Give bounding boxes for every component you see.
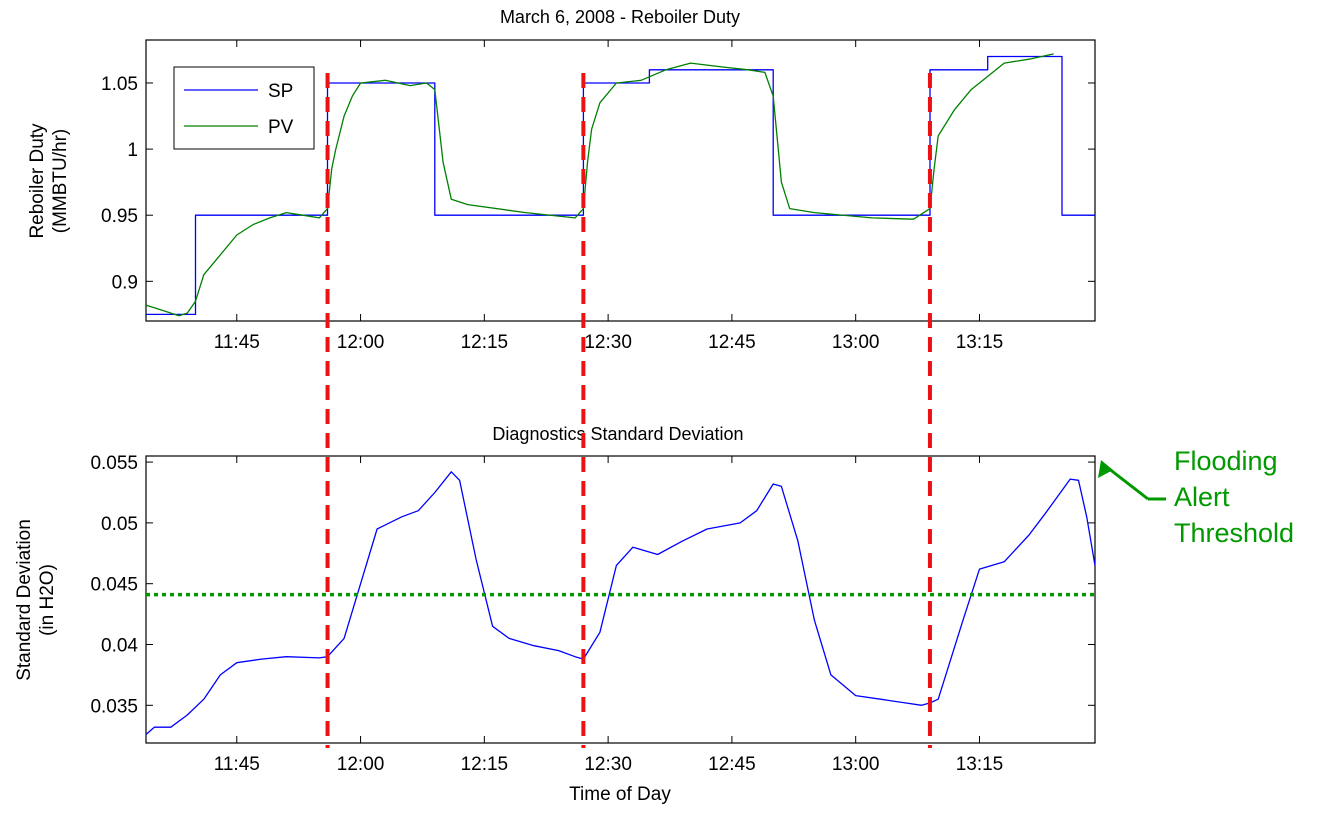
top-y-axis-label-line1: Reboiler Duty <box>27 123 48 239</box>
bottom-plot-area <box>145 455 1096 744</box>
annotation-line2: Alert <box>1174 482 1230 512</box>
flooding-annotation: Flooding Alert Threshold <box>1098 446 1294 548</box>
y-tick-label: 0.04 <box>101 635 138 656</box>
annotation-line3: Threshold <box>1174 518 1294 548</box>
x-tick-label: 12:15 <box>461 754 509 775</box>
legend: SP PV <box>173 66 315 150</box>
x-tick-label: 12:00 <box>337 332 385 353</box>
x-tick-label: 12:15 <box>461 332 509 353</box>
annotation-line1: Flooding <box>1174 446 1278 476</box>
legend-pv-label: PV <box>268 117 294 138</box>
y-tick-label: 0.9 <box>112 272 138 293</box>
annotation-arrow-shaft <box>1107 466 1149 501</box>
y-tick-label: 0.035 <box>90 696 138 717</box>
x-tick-label: 12:45 <box>708 332 756 353</box>
step-marker-lines <box>325 73 932 748</box>
annotation-arrow-head <box>1098 460 1113 478</box>
x-axis-label: Time of Day <box>569 784 671 805</box>
x-tick-label: 13:15 <box>956 754 1004 775</box>
bottom-chart-title: Diagnostics Standard Deviation <box>492 424 743 444</box>
y-tick-label: 0.95 <box>101 206 138 227</box>
top-chart-title: March 6, 2008 - Reboiler Duty <box>500 7 740 27</box>
std-dev-series-line <box>145 471 1096 735</box>
bottom-y-axis-label-line1: Standard Deviation <box>14 519 35 681</box>
x-tick-label: 13:00 <box>832 332 880 353</box>
standard-deviation-panel: Diagnostics Standard Deviation 0.035 0.04… <box>14 424 1096 805</box>
y-tick-label: 0.05 <box>101 514 138 535</box>
x-tick-label: 13:00 <box>832 754 880 775</box>
y-tick-label: 0.055 <box>90 453 138 474</box>
x-tick-label: 11:45 <box>214 332 260 353</box>
x-tick-label: 13:15 <box>956 332 1004 353</box>
x-tick-label: 12:30 <box>584 332 632 353</box>
y-tick-label: 1 <box>127 140 138 161</box>
series-pv-line <box>145 53 1054 317</box>
y-tick-label: 0.045 <box>90 575 138 596</box>
x-tick-label: 12:45 <box>708 754 756 775</box>
legend-sp-label: SP <box>268 81 293 102</box>
x-tick-label: 12:30 <box>584 754 632 775</box>
y-tick-label: 1.05 <box>101 74 138 95</box>
x-tick-label: 12:00 <box>337 754 385 775</box>
bottom-y-axis-label-line2: (in H2O) <box>37 564 58 636</box>
x-tick-label: 11:45 <box>214 754 260 775</box>
legend-box <box>173 66 315 150</box>
reboiler-duty-panel: March 6, 2008 - Reboiler Duty 0.9 0.95 1 1.… <box>27 7 1096 353</box>
top-y-axis-label-line2: (MMBTU/hr) <box>50 129 71 233</box>
